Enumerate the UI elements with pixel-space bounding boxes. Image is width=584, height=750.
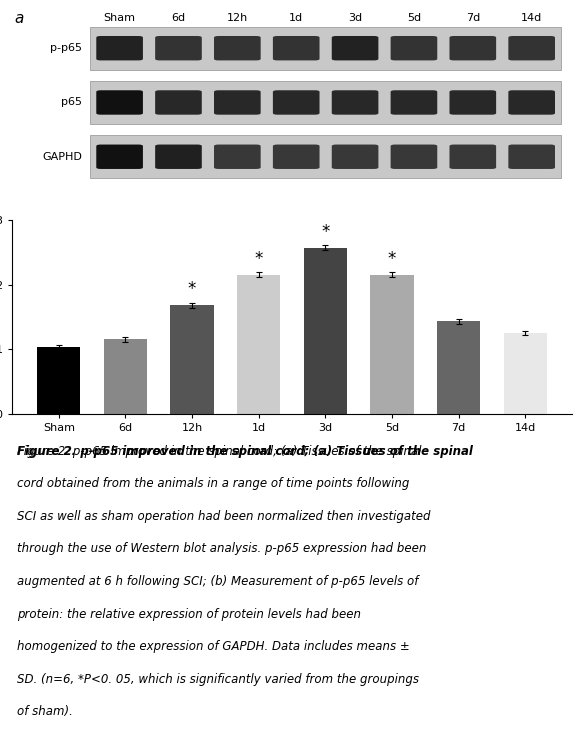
Text: cord obtained from the animals in a range of time points following: cord obtained from the animals in a rang… [18,477,409,490]
Bar [304,248,347,414]
FancyBboxPatch shape [450,145,496,169]
Text: 1d: 1d [289,13,303,23]
Text: 14d: 14d [521,13,543,23]
Text: Figure 2.: Figure 2. [18,445,77,458]
FancyBboxPatch shape [332,36,378,61]
Text: Figure 2. p-p65 improved in the spinal cord; (a) Tissues of the spinal: Figure 2. p-p65 improved in the spinal c… [18,445,422,458]
FancyBboxPatch shape [332,90,378,115]
FancyBboxPatch shape [96,36,143,61]
Bar [370,274,413,414]
Text: 3d: 3d [348,13,362,23]
Text: SCI as well as sham operation had been normalized then investigated: SCI as well as sham operation had been n… [18,510,431,523]
Bar [37,347,81,414]
FancyBboxPatch shape [450,90,496,115]
Text: augmented at 6 h following SCI; (b) Measurement of p-p65 levels of: augmented at 6 h following SCI; (b) Meas… [18,575,419,588]
FancyBboxPatch shape [508,90,555,115]
Text: homogenized to the expression of GAPDH. Data includes means ±: homogenized to the expression of GAPDH. … [18,640,410,653]
Text: *: * [255,250,263,268]
FancyBboxPatch shape [214,145,260,169]
FancyBboxPatch shape [508,145,555,169]
Text: *: * [188,280,196,298]
Text: *: * [388,250,396,268]
Text: Figure 2. p-p65 improved in the spinal cord; (a) Tissues of the spinal: Figure 2. p-p65 improved in the spinal c… [18,445,422,458]
Text: 12h: 12h [227,13,248,23]
Text: *: * [321,223,329,241]
FancyBboxPatch shape [90,27,561,70]
FancyBboxPatch shape [214,36,260,61]
Bar [503,333,547,414]
Text: SD. (n=6, *P<0. 05, which is significantly varied from the groupings: SD. (n=6, *P<0. 05, which is significant… [18,673,419,686]
Bar [437,321,480,414]
FancyBboxPatch shape [273,36,319,61]
Text: p65: p65 [61,98,82,107]
FancyBboxPatch shape [391,36,437,61]
FancyBboxPatch shape [273,145,319,169]
FancyBboxPatch shape [214,90,260,115]
Text: Figure 2. p-p65 improved in the spinal cord; (a) Tissues of the spinal: Figure 2. p-p65 improved in the spinal c… [18,445,473,458]
Text: p-p65: p-p65 [50,44,82,53]
Text: 7d: 7d [465,13,480,23]
Bar [237,274,280,414]
FancyBboxPatch shape [96,90,143,115]
FancyBboxPatch shape [508,36,555,61]
Text: a: a [15,11,24,26]
FancyBboxPatch shape [332,145,378,169]
Text: 5d: 5d [407,13,421,23]
Bar [104,340,147,414]
FancyBboxPatch shape [450,36,496,61]
FancyBboxPatch shape [391,90,437,115]
Text: GAPHD: GAPHD [42,152,82,162]
Bar [171,305,214,414]
Text: 6d: 6d [172,13,186,23]
FancyBboxPatch shape [155,90,202,115]
Text: Sham: Sham [103,13,135,23]
Text: Figure 2.: Figure 2. [18,445,77,458]
FancyBboxPatch shape [96,145,143,169]
FancyBboxPatch shape [273,90,319,115]
FancyBboxPatch shape [391,145,437,169]
Text: of sham).: of sham). [18,705,73,718]
FancyBboxPatch shape [155,36,202,61]
FancyBboxPatch shape [155,145,202,169]
Text: protein: the relative expression of protein levels had been: protein: the relative expression of prot… [18,608,361,620]
FancyBboxPatch shape [90,81,561,124]
FancyBboxPatch shape [90,136,561,178]
Text: through the use of Western blot analysis. p-p65 expression had been: through the use of Western blot analysis… [18,542,427,556]
